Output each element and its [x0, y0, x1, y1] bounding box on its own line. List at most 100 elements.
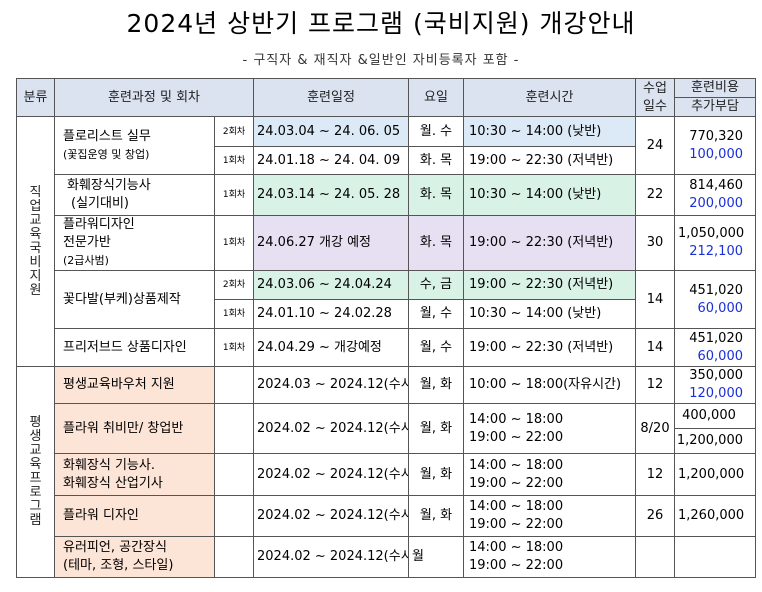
class-days-cell: 14	[635, 328, 675, 367]
category-national: 직업교육 국비지원	[16, 116, 55, 367]
class-days-cell: 26	[635, 495, 675, 537]
course-name: 평생교육바우처 지원	[54, 366, 215, 404]
round-label	[214, 403, 254, 454]
header-time: 훈련시간	[463, 78, 636, 117]
time-cell: 19:00 ~ 22:30 (저녁반)	[463, 270, 636, 300]
round-label	[214, 453, 254, 496]
class-days-cell: 24	[635, 116, 675, 175]
table-row: 직업교육 국비지원 플로리스트 실무 (꽃집운영 및 창업) 2회차 24.03.…	[16, 116, 756, 367]
cost-value: 1,200,000	[676, 433, 743, 448]
time-cell: 14:00 ~ 18:00 19:00 ~ 22:00	[463, 495, 636, 537]
days-cell: 화. 목	[408, 174, 464, 216]
days-cell: 월, 화	[408, 453, 464, 496]
schedule-table: 분류 훈련과정 및 회차 훈련일정 요일 훈련시간 수업 일수 훈련비용 추가부담…	[16, 78, 756, 578]
cost-value: 400,000	[675, 405, 755, 429]
course-name: 화훼장식기능사 (실기대비)	[54, 174, 215, 216]
table-row: 플라워디자인 전문가반 (2급사범) 1회차 24.06.27 개강 예정 화. …	[17, 215, 756, 271]
course-name: 플라워디자인 전문가반 (2급사범)	[54, 215, 215, 271]
schedule-cell: 24.06.27 개강 예정	[253, 215, 409, 271]
round-label: 1회차	[214, 328, 254, 367]
schedule-cell: 2024.03 ~ 2024.12(수시)	[253, 366, 409, 404]
header-category: 분류	[16, 78, 55, 117]
class-days-cell: 30	[635, 215, 675, 271]
cost-cell: 1,200,000	[674, 453, 756, 496]
time-cell: 19:00 ~ 22:30 (저녁반)	[463, 328, 636, 367]
table-row: 플라워 디자인 2024.02 ~ 2024.12(수시) 월, 화 14:00…	[17, 495, 756, 537]
cost-cell: 1,050,000 212,100	[674, 215, 756, 271]
days-cell: 수, 금	[408, 270, 464, 300]
time-cell: 10:00 ~ 18:00(자유시간)	[463, 366, 636, 404]
round-label	[214, 536, 254, 578]
cost-cell: 350,000 120,000	[674, 366, 756, 404]
page-title: 2024년 상반기 프로그램 (국비지원) 개강안내	[126, 9, 636, 38]
days-cell: 월, 수	[408, 328, 464, 367]
round-label	[214, 495, 254, 537]
table-row: 화훼장식 기능사. 화훼장식 산업기사 2024.02 ~ 2024.12(수시)…	[17, 453, 756, 496]
table-header: 분류 훈련과정 및 회차 훈련일정 요일 훈련시간 수업 일수 훈련비용 추가부담	[16, 78, 756, 117]
course-name: 프리저브드 상품디자인	[54, 328, 215, 367]
time-cell: 10:30 ~ 14:00 (낮반)	[463, 116, 636, 147]
days-cell: 월, 수	[408, 299, 464, 329]
time-cell: 14:00 ~ 18:00 19:00 ~ 22:00	[463, 453, 636, 496]
table-row: 화훼장식기능사 (실기대비) 1회차 24.03.14 ~ 24. 05. 28 …	[17, 174, 756, 216]
round-label: 1회차	[214, 174, 254, 216]
time-cell: 14:00 ~ 18:00 19:00 ~ 22:00	[463, 403, 636, 454]
time-cell: 19:00 ~ 22:30 (저녁반)	[463, 215, 636, 271]
schedule-cell: 2024.02 ~ 2024.12(수시)	[253, 403, 409, 454]
schedule-cell: 2024.02 ~ 2024.12(수시)	[253, 495, 409, 537]
schedule-cell: 24.04.29 ~ 개강예정	[253, 328, 409, 367]
cost-cell	[674, 536, 756, 578]
table-row: 꽃다발(부케)상품제작 2회차 24.03.06 ~ 24.04.24 수, 금…	[17, 270, 756, 329]
table-row: 평생교육프로그램 평생교육바우처 지원 2024.03 ~ 2024.12(수시…	[16, 366, 756, 578]
round-label: 1회차	[214, 146, 254, 175]
round-label: 1회차	[214, 299, 254, 329]
page-subtitle: - 구직자 & 재직자 &일반인 자비등록자 포함 -	[242, 53, 520, 68]
course-name: 플라워 디자인	[54, 495, 215, 537]
schedule-cell: 24.03.06 ~ 24.04.24	[253, 270, 409, 300]
cost-cell: 451,020 60,000	[674, 270, 756, 329]
days-cell: 화. 목	[408, 146, 464, 175]
class-days-cell: 14	[635, 270, 675, 329]
class-days-cell: 12	[635, 366, 675, 404]
schedule-cell: 2024.02 ~ 2024.12(수시)	[253, 536, 409, 578]
time-cell: 19:00 ~ 22:30 (저녁반)	[463, 146, 636, 175]
time-cell: 10:30 ~ 14:00 (낮반)	[463, 299, 636, 329]
category-lifelong: 평생교육프로그램	[16, 366, 55, 578]
schedule-cell: 24.03.14 ~ 24. 05. 28	[253, 174, 409, 216]
header-course: 훈련과정 및 회차	[54, 78, 254, 117]
header-class-days: 수업 일수	[635, 78, 675, 117]
table-row: 플라워 취비만/ 창업반 2024.02 ~ 2024.12(수시) 월, 화 …	[17, 403, 756, 454]
header-extra: 추가부담	[674, 97, 756, 117]
course-name: 유러피언, 공간장식 (테마, 조형, 스타일)	[54, 536, 215, 578]
table-row: 1회차 24.01.10 ~ 24.02.28 월, 수 10:30 ~ 14:…	[17, 299, 756, 329]
schedule-cell: 24.03.04 ~ 24. 06. 05	[253, 116, 409, 147]
schedule-cell: 2024.02 ~ 2024.12(수시)	[253, 453, 409, 496]
table-row: 프리저브드 상품디자인 1회차 24.04.29 ~ 개강예정 월, 수 19:…	[17, 328, 756, 367]
table-row: 유러피언, 공간장식 (테마, 조형, 스타일) 2024.02 ~ 2024.1…	[17, 536, 756, 578]
class-days-cell: 8/20	[635, 403, 675, 454]
days-cell: 월, 화	[408, 366, 464, 404]
header-schedule: 훈련일정	[253, 78, 409, 117]
days-cell: 화. 목	[408, 215, 464, 271]
days-cell: 월. 수	[408, 116, 464, 147]
round-label: 1회차	[214, 215, 254, 271]
round-label	[214, 366, 254, 404]
schedule-cell: 24.01.10 ~ 24.02.28	[253, 299, 409, 329]
course-name: 플로리스트 실무 (꽃집운영 및 창업)	[54, 116, 215, 175]
round-label: 2회차	[214, 116, 254, 147]
cost-cell: 451,020 60,000	[674, 328, 756, 367]
course-name: 플라워 취비만/ 창업반	[54, 403, 215, 454]
cost-cell: 814,460 200,000	[674, 174, 756, 216]
cost-cell: 1,260,000	[674, 495, 756, 537]
days-cell: 월, 화	[408, 495, 464, 537]
class-days-cell: 12	[635, 453, 675, 496]
course-name: 꽃다발(부케)상품제작	[54, 270, 215, 329]
time-cell: 14:00 ~ 18:00 19:00 ~ 22:00	[463, 536, 636, 578]
time-cell: 10:30 ~ 14:00 (낮반)	[463, 174, 636, 216]
header-cost: 훈련비용	[674, 78, 756, 98]
schedule-cell: 24.01.18 ~ 24. 04. 09	[253, 146, 409, 175]
header-days: 요일	[408, 78, 464, 117]
class-days-cell: 22	[635, 174, 675, 216]
days-cell: 월	[408, 536, 464, 578]
course-name: 화훼장식 기능사. 화훼장식 산업기사	[54, 453, 215, 496]
